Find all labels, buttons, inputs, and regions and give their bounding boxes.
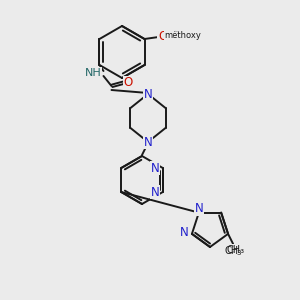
Text: NH: NH — [85, 68, 102, 78]
Text: methoxy: methoxy — [164, 31, 201, 40]
Text: 3: 3 — [237, 250, 241, 256]
Text: N: N — [144, 88, 152, 100]
Text: N: N — [194, 202, 203, 215]
Text: N: N — [151, 185, 160, 199]
Text: N: N — [180, 226, 189, 239]
Text: O: O — [124, 76, 133, 89]
Text: CH₃: CH₃ — [226, 245, 244, 255]
Text: methoxy: methoxy — [173, 30, 180, 31]
Text: N: N — [151, 161, 160, 175]
Text: N: N — [144, 136, 152, 148]
Text: O: O — [158, 31, 167, 44]
Text: CH: CH — [224, 246, 238, 256]
